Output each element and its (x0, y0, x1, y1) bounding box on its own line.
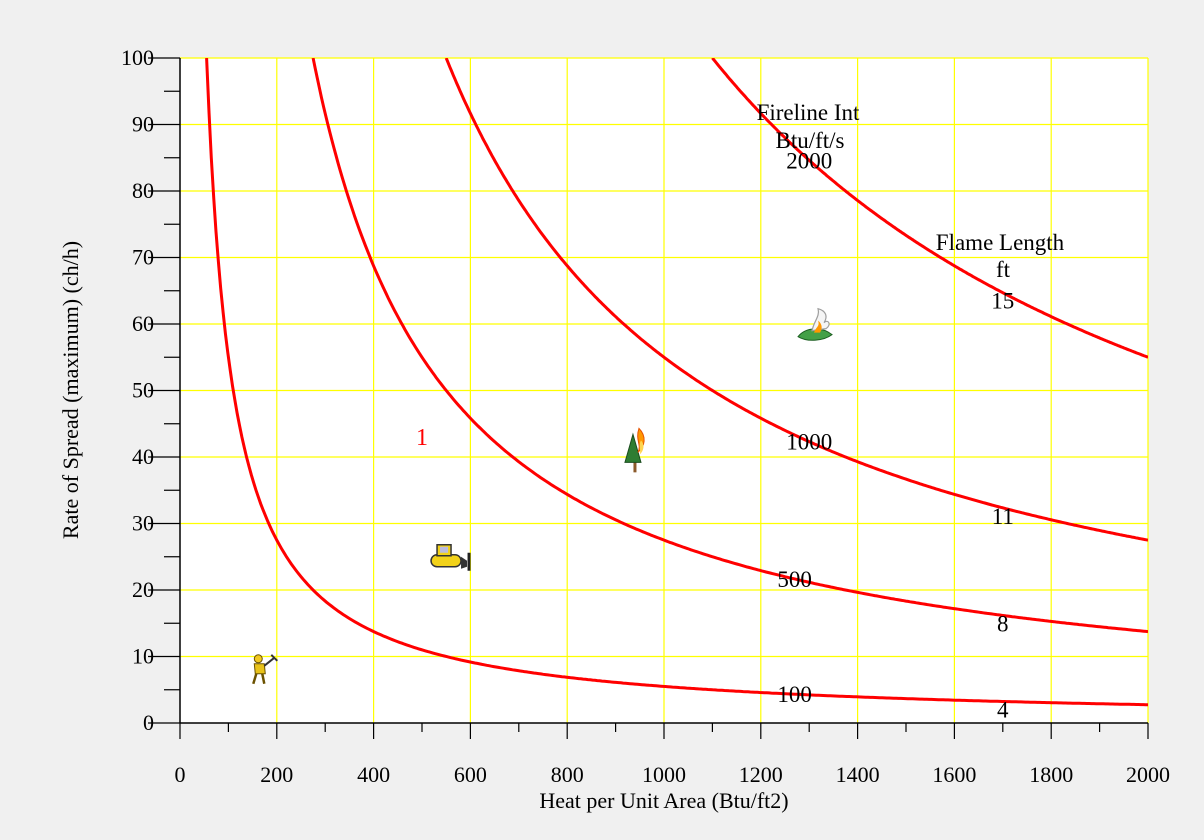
x-tick-label: 600 (454, 762, 487, 787)
curve-fireline-500 (311, 58, 1148, 634)
x-tick-label: 1400 (836, 762, 880, 787)
flame-length-label: 11 (992, 504, 1014, 529)
y-tick-label: 30 (132, 511, 154, 536)
x-tick-label: 1600 (932, 762, 976, 787)
curve-fireline-100 (205, 58, 1148, 707)
fire-behavior-icons (252, 307, 833, 685)
curves (205, 58, 1148, 707)
fireline-intensity-label: 100 (777, 682, 812, 707)
y-tick-label: 100 (121, 45, 154, 70)
fireline-header-line-1: Fireline Int (757, 100, 860, 125)
y-tick-label: 20 (132, 577, 154, 602)
x-tick-label: 2000 (1126, 762, 1170, 787)
curve-fireline-1000 (444, 58, 1148, 542)
torching-tree-icon (624, 427, 645, 473)
x-tick-label: 1200 (739, 762, 783, 787)
y-axis-title: Rate of Spread (maximum) (ch/h) (58, 241, 83, 539)
curve-fireline-2000 (711, 58, 1148, 359)
y-tick-label: 60 (132, 311, 154, 336)
curve-labels: 100 4 500 8 1000 11 2000 15 1 (416, 148, 1014, 722)
x-tick-label: 200 (260, 762, 293, 787)
y-tick-label: 90 (132, 112, 154, 137)
x-tick-label: 800 (551, 762, 584, 787)
y-tick-label: 80 (132, 178, 154, 203)
flame-length-label: 4 (997, 697, 1009, 722)
y-tick-label: 40 (132, 444, 154, 469)
data-point-label: 1 (416, 425, 428, 451)
fireline-intensity-label: 500 (777, 567, 812, 592)
fireline-intensity-label: 2000 (786, 148, 832, 173)
flame-length-label: 15 (991, 289, 1014, 314)
hand-crew-icon (252, 654, 278, 685)
flame-length-label: 8 (997, 611, 1009, 636)
y-tick-label: 0 (143, 710, 154, 735)
flame-length-header-line-2: ft (996, 257, 1011, 282)
flame-length-header-line-1: Flame Length (936, 230, 1065, 255)
y-tick-label: 10 (132, 644, 154, 669)
x-axis-title: Heat per Unit Area (Btu/ft2) (539, 788, 788, 813)
x-tick-label: 1800 (1029, 762, 1073, 787)
x-tick-label: 1000 (642, 762, 686, 787)
fireline-header-line-2: Btu/ft/s (775, 128, 844, 153)
axes: 0 200 400 600 800 1000 1200 1400 1600 1800 2000 0 10… (121, 45, 1170, 787)
y-tick-label: 50 (132, 378, 154, 403)
grid (180, 57, 1149, 723)
crown-fire-icon (797, 307, 833, 341)
dozer-icon (430, 544, 471, 571)
y-tick-label: 70 (132, 245, 154, 270)
x-tick-label: 0 (175, 762, 186, 787)
fireline-intensity-label: 1000 (786, 430, 832, 455)
x-tick-label: 400 (357, 762, 390, 787)
